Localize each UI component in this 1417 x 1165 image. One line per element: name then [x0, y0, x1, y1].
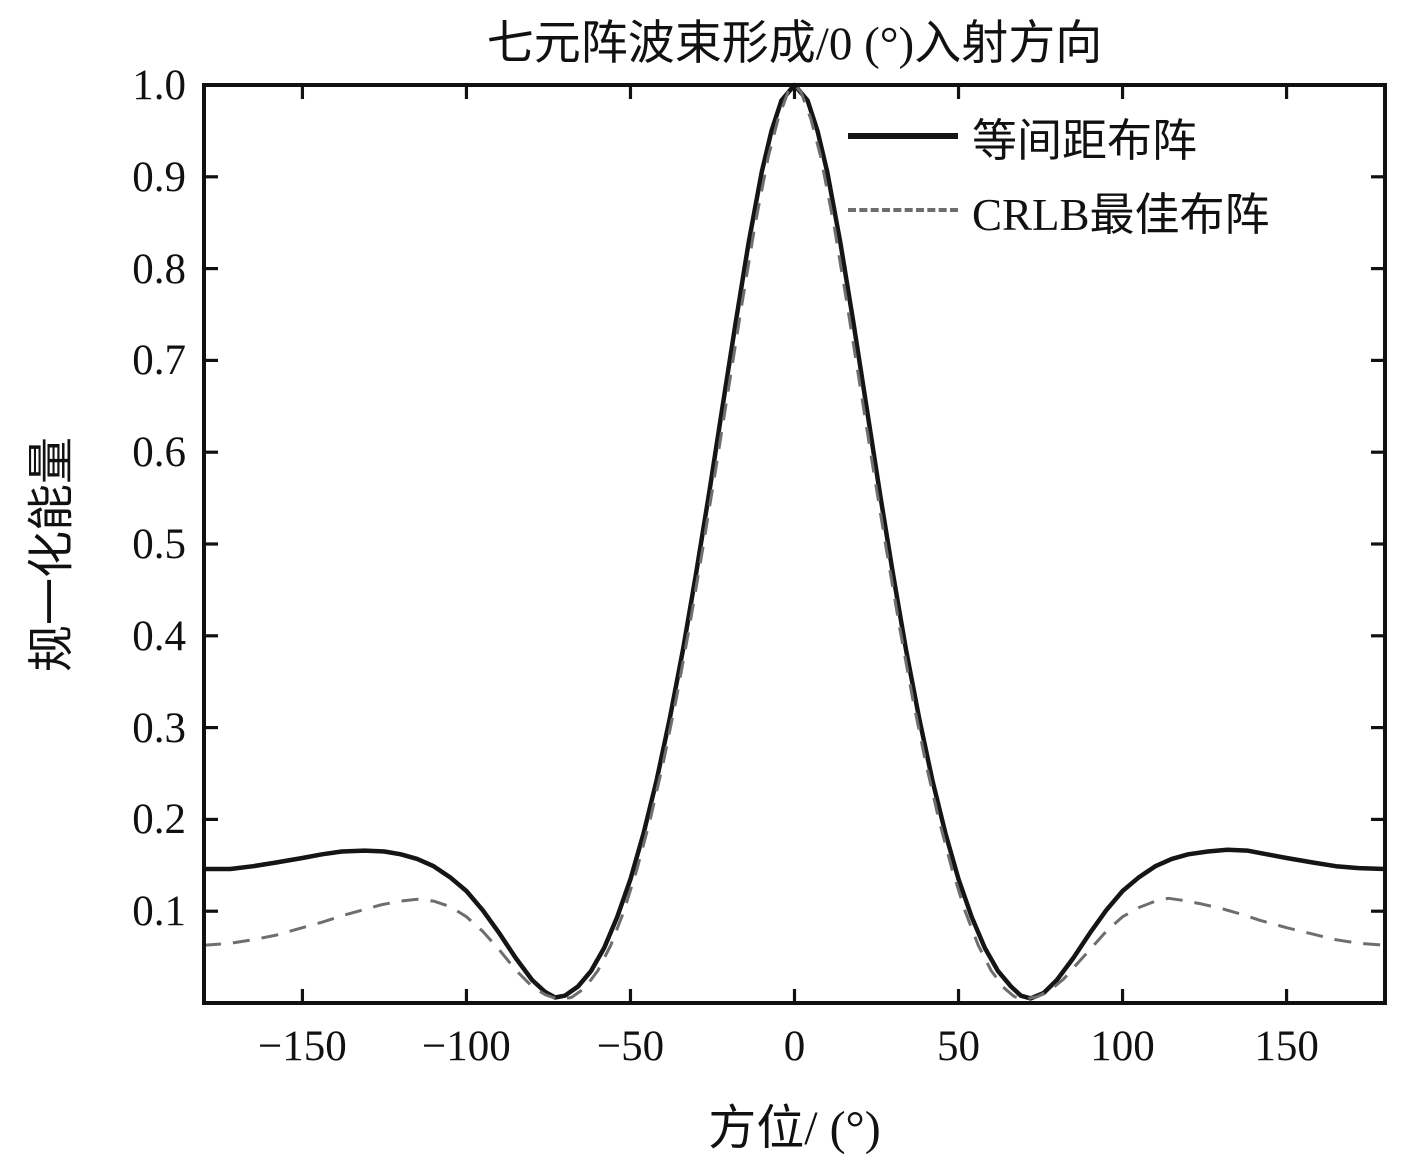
y-tick-label: 0.2: [132, 796, 186, 844]
y-tick-label: 0.3: [132, 704, 186, 752]
y-tick-label: 0.6: [132, 429, 186, 477]
legend-row-uniform-array: 等间距布阵: [848, 106, 1270, 166]
legend-label-crlb-array: CRLB最佳布阵: [972, 189, 1270, 240]
y-tick-label: 0.8: [132, 245, 186, 293]
x-tick-label: 50: [937, 1023, 981, 1070]
dashed-line-icon: [848, 208, 958, 212]
series-curve-1: [203, 83, 1386, 1001]
x-tick-label: 0: [783, 1023, 806, 1070]
x-tick-label: −150: [258, 1023, 347, 1070]
chart-title: 七元阵波束形成/0 (°)入射方向: [486, 18, 1103, 70]
x-tick-label: −50: [596, 1023, 665, 1070]
y-tick-label: 1.0: [132, 62, 186, 109]
y-tick-label: 0.7: [132, 337, 186, 385]
x-tick-label: −100: [422, 1023, 511, 1070]
y-tick-label: 0.4: [132, 612, 186, 660]
legend-label-uniform-array: 等间距布阵: [972, 115, 1198, 166]
tick-marks: [204, 83, 1385, 1003]
x-axis-label: 方位/ (°): [708, 1102, 881, 1155]
legend: 等间距布阵 CRLB最佳布阵: [848, 106, 1270, 240]
y-tick-label: 0.1: [132, 888, 186, 936]
x-tick-label: 150: [1254, 1023, 1319, 1070]
y-tick-label: 0.5: [132, 521, 186, 568]
solid-line-icon: [848, 133, 958, 139]
x-tick-label: 100: [1090, 1023, 1155, 1070]
y-tick-label: 0.9: [132, 153, 186, 201]
legend-row-crlb-array: CRLB最佳布阵: [848, 180, 1270, 240]
axes-frame: [202, 83, 1387, 1005]
